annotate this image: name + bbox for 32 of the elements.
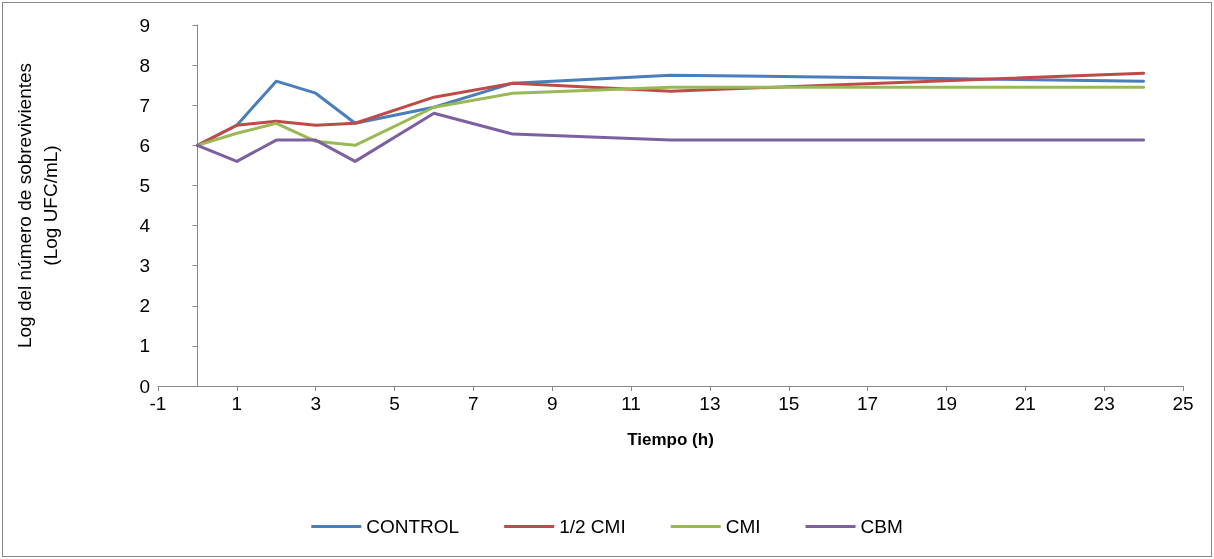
x-tick-label: 21 bbox=[1014, 393, 1036, 414]
line-series bbox=[195, 111, 1146, 163]
x-tick-label: 3 bbox=[310, 393, 321, 414]
y-tick-label: 0 bbox=[139, 375, 150, 397]
legend-label: CONTROL bbox=[366, 516, 460, 537]
y-tick-label: 5 bbox=[139, 174, 150, 196]
legend-label: CMI bbox=[725, 516, 761, 537]
y-tick-label: 7 bbox=[139, 94, 150, 116]
y-tick-label: 2 bbox=[139, 295, 150, 317]
legend-label: 1/2 CMI bbox=[559, 516, 626, 537]
x-tick-label: -1 bbox=[149, 393, 167, 414]
x-tick-label: 7 bbox=[468, 393, 479, 414]
y-tick-label: 6 bbox=[139, 134, 150, 156]
line-series bbox=[195, 85, 1146, 147]
x-tick-label: 1 bbox=[231, 393, 243, 414]
y-tick-label: 3 bbox=[139, 255, 150, 277]
x-tick-label: 15 bbox=[778, 393, 800, 414]
x-tick-label: 23 bbox=[1093, 393, 1115, 414]
y-axis-title: Log del número de sobrevivientes (Log UFC/mL) bbox=[13, 62, 61, 349]
y-tick-label: 9 bbox=[139, 14, 150, 36]
x-axis-title: Tiempo (h) bbox=[627, 430, 714, 449]
x-tick-label: 25 bbox=[1172, 393, 1194, 414]
x-tick-label: 11 bbox=[621, 393, 641, 414]
x-tick-label: 9 bbox=[546, 393, 558, 414]
y-tick-label: 4 bbox=[139, 215, 151, 237]
x-tick-label: 13 bbox=[699, 393, 721, 414]
y-tick-label: 1 bbox=[139, 335, 150, 357]
y-tick-label: 8 bbox=[139, 54, 150, 76]
legend-label: CBM bbox=[860, 516, 903, 537]
x-tick-label: 17 bbox=[857, 393, 879, 414]
x-tick-label: 19 bbox=[935, 393, 958, 414]
x-tick-label: 5 bbox=[389, 393, 400, 414]
